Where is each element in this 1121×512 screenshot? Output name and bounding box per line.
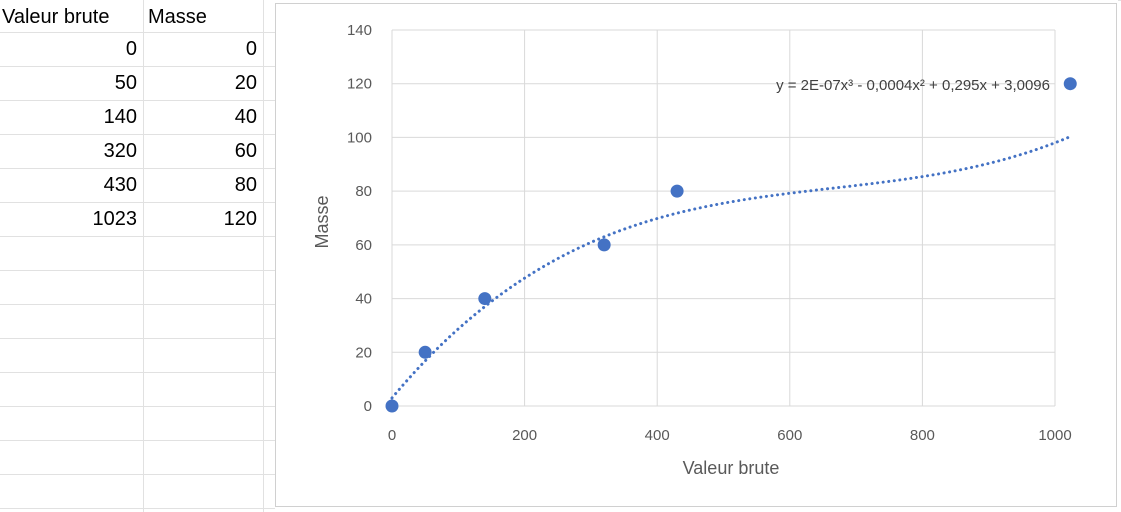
y-tick-label: 100 [347,129,372,146]
row-divider [0,32,275,33]
x-tick-label: 800 [910,427,935,444]
y-tick-label: 40 [355,291,372,308]
row-divider [0,66,275,67]
x-axis-title: Valeur brute [683,458,780,478]
table-cell[interactable]: 1023 [92,208,138,230]
table-cell[interactable]: 20 [234,72,257,94]
trendline [390,135,1072,400]
row-divider [0,100,275,101]
table-cell[interactable]: 0 [245,38,257,60]
row-divider [1118,0,1121,1]
row-divider [0,304,275,305]
x-tick-label: 0 [388,427,396,444]
row-divider [0,406,275,407]
table-cell[interactable]: 140 [103,106,137,128]
y-tick-label: 0 [364,398,372,415]
row-divider [0,338,275,339]
column-divider [263,0,264,512]
row-divider [0,134,275,135]
table-cell[interactable]: 0 [125,38,137,60]
column-divider [143,0,144,512]
row-divider [0,474,275,475]
data-point [478,292,492,306]
table-cell[interactable]: 60 [234,140,257,162]
row-divider [0,508,275,509]
scatter-plot: 0 20 40 60 80 100 120 140 0 200 400 600 800 1000 y = … [312,22,1077,478]
trendline-equation-label: y = 2E-07x³ - 0,0004x² + 0,295x + 3,0096 [776,77,1050,94]
x-tick-label: 400 [645,427,670,444]
row-divider [0,236,275,237]
table-cell[interactable]: 120 [223,208,257,230]
data-point [1063,77,1077,91]
y-tick-label: 20 [355,344,372,361]
y-tick-label: 120 [347,76,372,93]
x-tick-label: 1000 [1038,427,1071,444]
table-cell[interactable]: 430 [103,174,137,196]
x-tick-label: 200 [512,427,537,444]
table-cell[interactable]: 320 [103,140,137,162]
y-tick-label: 140 [347,22,372,39]
chart-area[interactable]: 0 20 40 60 80 100 120 140 0 200 400 600 800 1000 y = … [275,3,1117,507]
row-divider [0,168,275,169]
y-tick-label: 60 [355,237,372,254]
row-divider [0,202,275,203]
row-divider [0,270,275,271]
row-divider [0,372,275,373]
x-tick-label: 600 [777,427,802,444]
y-tick-label: 80 [355,183,372,200]
header-cell-valeur-brute[interactable]: Valeur brute [2,6,110,28]
data-point [670,184,684,198]
row-divider [0,440,275,441]
data-point [385,399,399,413]
data-point [418,345,432,359]
y-axis-title: Masse [312,195,332,248]
data-point [597,238,611,252]
table-cell[interactable]: 80 [234,174,257,196]
header-cell-masse[interactable]: Masse [148,6,207,28]
table-cell[interactable]: 50 [114,72,137,94]
table-cell[interactable]: 40 [234,106,257,128]
